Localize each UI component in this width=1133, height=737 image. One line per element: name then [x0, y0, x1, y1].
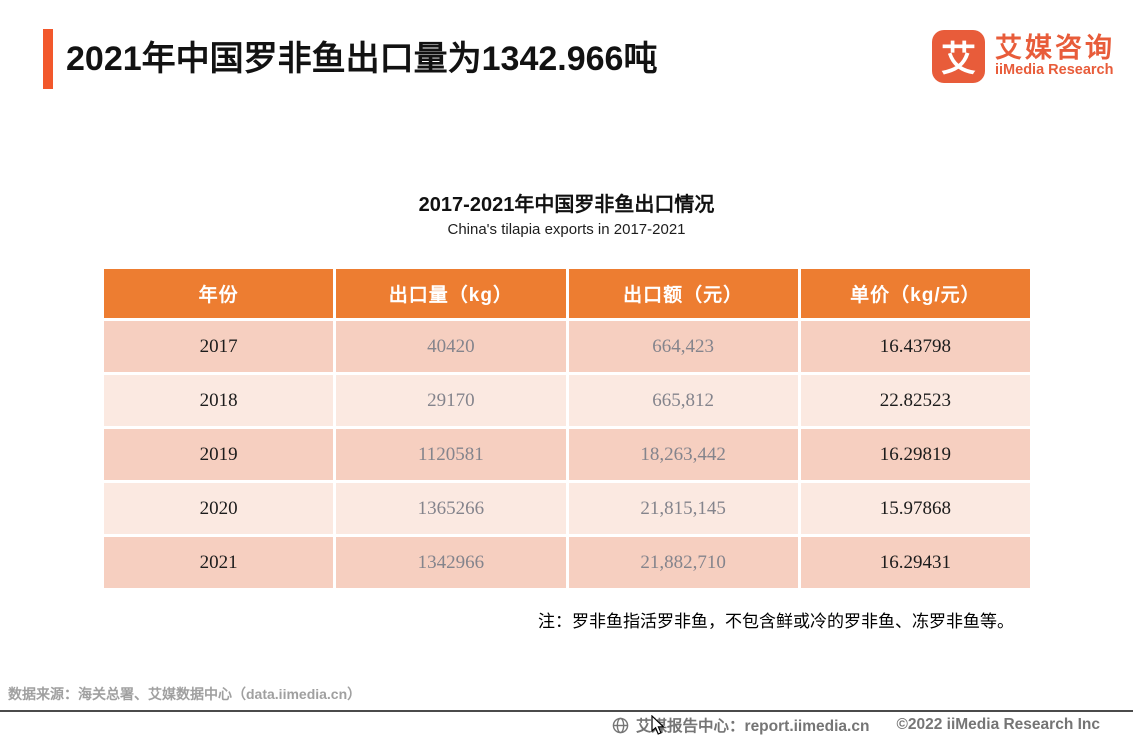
report-center-link: 艾媒报告中心：report.iimedia.cn — [636, 718, 870, 735]
table-row: 2019 1120581 18,263,442 16.29819 — [100, 426, 1034, 483]
year-cell: 2021 — [100, 534, 337, 591]
col-header-volume: 出口量（kg） — [333, 266, 569, 321]
value-cell: 18,263,442 — [565, 426, 801, 483]
value-cell: 21,882,710 — [565, 534, 801, 591]
unit-price-cell: 22.82523 — [797, 372, 1034, 429]
volume-cell: 1365266 — [333, 480, 569, 537]
volume-cell: 40420 — [333, 318, 569, 375]
unit-price-cell: 15.97868 — [797, 480, 1034, 537]
logo-text: 艾媒咨询 iiMedia Research — [995, 34, 1115, 78]
logo-name-en: iiMedia Research — [995, 61, 1114, 78]
year-cell: 2020 — [100, 480, 337, 537]
table-row: 2020 1365266 21,815,145 15.97868 — [100, 480, 1034, 537]
value-cell: 21,815,145 — [565, 480, 801, 537]
volume-cell: 1342966 — [333, 534, 569, 591]
col-header-unit-price: 单价（kg/元） — [797, 266, 1034, 321]
page-title: 2021年中国罗非鱼出口量为1342.966吨 — [66, 40, 658, 78]
mouse-cursor-icon — [651, 714, 666, 737]
volume-cell: 1120581 — [333, 426, 569, 483]
table-row: 2018 29170 665,812 22.82523 — [100, 372, 1034, 429]
chart-subtitle: China's tilapia exports in 2017-2021 — [447, 221, 686, 238]
col-header-year: 年份 — [100, 266, 337, 321]
value-cell: 665,812 — [565, 372, 801, 429]
table-row: 2021 1342966 21,882,710 16.29431 — [100, 534, 1034, 591]
footer-divider — [0, 710, 1133, 712]
iimedia-logo: 艾 艾媒咨询 iiMedia Research — [932, 30, 1115, 83]
unit-price-cell: 16.29431 — [797, 534, 1034, 591]
copyright-text: ©2022 iiMedia Research Inc — [896, 716, 1100, 733]
year-cell: 2018 — [100, 372, 337, 429]
table-header-row: 年份 出口量（kg） 出口额（元） 单价（kg/元） — [100, 266, 1034, 321]
table-note: 注：罗非鱼指活罗非鱼，不包含鲜或冷的罗非鱼、冻罗非鱼等。 — [538, 612, 1014, 631]
value-cell: 664,423 — [565, 318, 801, 375]
footer-bar: 艾媒报告中心：report.iimedia.cn ©2022 iiMedia R… — [612, 714, 1100, 736]
data-source: 数据来源：海关总署、艾媒数据中心（data.iimedia.cn） — [8, 686, 362, 702]
unit-price-cell: 16.29819 — [797, 426, 1034, 483]
volume-cell: 29170 — [333, 372, 569, 429]
logo-mark-glyph: 艾 — [940, 40, 976, 79]
unit-price-cell: 16.43798 — [797, 318, 1034, 375]
col-header-value: 出口额（元） — [565, 266, 801, 321]
iimedia-logo-mark-icon: 艾 — [932, 30, 985, 83]
logo-name-cn: 艾媒咨询 — [995, 33, 1115, 64]
table-row: 2017 40420 664,423 16.43798 — [100, 318, 1034, 375]
year-cell: 2019 — [100, 426, 337, 483]
chart-title: 2017-2021年中国罗非鱼出口情况 — [418, 194, 715, 216]
exports-table: 年份 出口量（kg） 出口额（元） 单价（kg/元） 2017 40420 66… — [100, 266, 1034, 591]
globe-icon — [612, 717, 629, 734]
title-accent-bar — [43, 29, 53, 89]
year-cell: 2017 — [100, 318, 337, 375]
